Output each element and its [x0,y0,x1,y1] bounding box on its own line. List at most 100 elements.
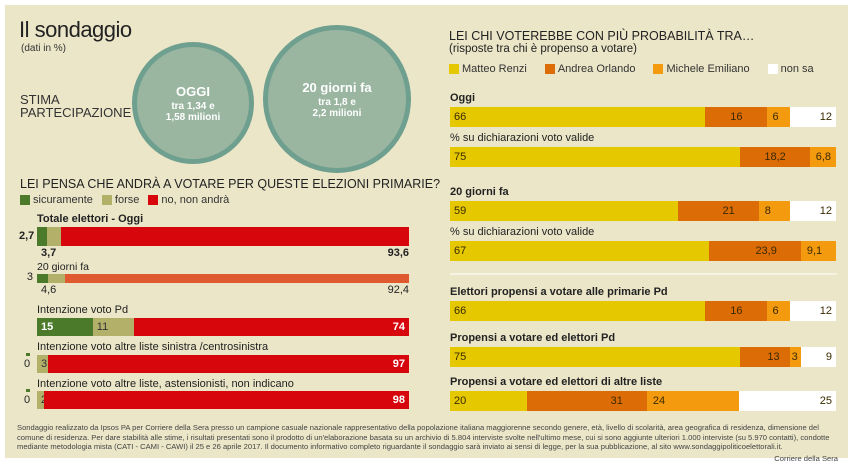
stima-line-2: PARTECIPAZIONE [20,105,132,120]
infographic-panel: Il sondaggio (dati in %) STIMA PARTECIPA… [5,5,848,463]
data-label: 6 [772,305,779,317]
legend-item-sicuramente: sicuramente [20,194,93,206]
legend-swatch [653,64,664,74]
bar-category-label: 20 giorni fa [450,186,509,198]
legend-item-emiliano: Michele Emiliano [653,63,750,75]
turnout-circle-today: OGGI tra 1,34 e 1,58 milioni [132,42,254,164]
left-chart-legend: sicuramente forse no, non andrà [20,194,238,206]
data-label-forse: 3,7 [41,247,57,259]
data-label: 6 [772,111,779,123]
right-chart-subtitle: (risposte tra chi è propenso a votare) [449,43,637,55]
data-label: 6,8 [815,151,832,163]
bar-segment-andrea-orlando: 31 [527,391,647,411]
bar-segment-matteo-renzi: 66 [450,107,705,127]
data-label: 16 [730,305,743,317]
data-label: 23,9 [755,245,777,257]
data-label: 11 [96,321,109,333]
bar-segment-forse: 2 [37,391,47,409]
right-chart-legend: Matteo Renzi Andrea Orlando Michele Emil… [449,63,823,75]
bar-segment-sicuramente: 15 [37,318,93,336]
bar-segment-andrea-orlando: 16 [704,301,767,321]
bar-category-label: Oggi [450,92,476,104]
legend-swatch [101,195,112,205]
data-label: 18,2 [764,151,786,163]
bar-segment-forse [47,227,61,246]
data-label: 16 [730,111,743,123]
zero-marker [26,389,30,392]
bar-category-label: 20 giorni fa [37,261,89,273]
stacked-bar [37,274,409,283]
bar-segment-forse: 3 [37,355,49,373]
bar-segment-no-non-andr-: 74 [133,318,409,336]
data-label: 75 [454,351,467,363]
stacked-bar: 75 18,2 6,8 [450,147,836,167]
legend-item-orlando: Andrea Orlando [544,63,636,75]
bar-segment-no-non-andr-: 98 [44,391,409,409]
stacked-bar: 3 97 [37,355,409,373]
page-title: Il sondaggio [19,17,132,42]
data-label: 24 [652,395,666,407]
bar-segment-matteo-renzi: 59 [450,201,678,221]
data-label-sicuramente: 3 [26,271,33,283]
data-label: 3 [41,358,48,370]
legend-label: Andrea Orlando [557,63,636,75]
bar-segment-michele-emiliano: 6,8 [809,147,836,167]
source-credit: Corriere della Sera [774,454,838,463]
data-label: 13 [767,351,780,363]
data-label: 67 [454,245,467,257]
bar-segment-andrea-orlando: 13 [739,347,790,367]
bar-segment-matteo-renzi: 67 [450,241,709,261]
bar-segment-sicuramente [37,227,48,246]
data-label-no: 93,6 [387,247,409,259]
data-label: 3 [791,351,798,363]
right-chart-title: LEI CHI VOTEREBBE CON PIÙ PROBABILITÀ TR… [449,29,755,43]
bar-segment-andrea-orlando: 16 [704,107,767,127]
data-label: 15 [41,321,54,333]
bar-segment-andrea-orlando: 18,2 [739,147,810,167]
bar-segment-forse: 11 [92,318,134,336]
stacked-bar [37,227,409,246]
bar-category-label: % su dichiarazioni voto valide [450,226,595,238]
turnout-circle-20-days-ago: 20 giorni fa tra 1,8 e 2,2 milioni [263,25,411,173]
stima-line-1: STIMA [20,92,60,107]
data-label: 9,1 [806,245,823,257]
legend-swatch [544,64,555,74]
data-label: 12 [819,305,832,317]
bar-segment-michele-emiliano: 3 [789,347,802,367]
data-label: 31 [610,395,623,407]
methodology-note: Sondaggio realizzato da Ipsos PA per Cor… [17,423,830,451]
legend-item-no: no, non andrà [148,194,229,206]
legend-label: sicuramente [33,194,93,206]
legend-swatch [148,195,159,205]
data-label: 98 [392,394,405,406]
circle-line: tra 1,8 e [318,96,356,108]
data-label: 9 [825,351,832,363]
bar-category-label: Intenzione voto altre liste sinistra /ce… [37,341,269,353]
legend-label: forse [114,194,140,206]
legend-swatch [767,64,778,74]
circle-line: tra 1,34 e [171,100,215,112]
legend-swatch [20,195,30,205]
bar-segment-non-sa: 12 [789,301,836,321]
bar-segment-andrea-orlando: 23,9 [708,241,801,261]
data-label: 59 [454,205,467,217]
bar-segment-michele-emiliano: 24 [646,391,740,411]
legend-item-renzi: Matteo Renzi [449,63,527,75]
data-label: 20 [454,395,467,407]
bar-segment-no-non-andr- [60,227,409,246]
zero-marker [26,353,30,356]
units-note: (dati in %) [21,43,67,54]
data-label: 74 [392,321,405,333]
circle-heading: OGGI [176,83,210,99]
bar-segment-matteo-renzi: 75 [450,147,740,167]
legend-item-forse: forse [101,194,140,206]
data-label: 66 [454,305,467,317]
data-label: 12 [819,205,832,217]
bar-segment-non-sa: 12 [789,201,836,221]
bar-segment-andrea-orlando: 21 [677,201,759,221]
bar-category-label: Propensi a votare ed elettori di altre l… [450,376,663,388]
legend-label: no, non andrà [161,194,230,206]
legend-label: non sa [780,63,814,75]
stacked-bar: 66 16 6 12 [450,107,836,127]
data-label: 75 [454,151,467,163]
